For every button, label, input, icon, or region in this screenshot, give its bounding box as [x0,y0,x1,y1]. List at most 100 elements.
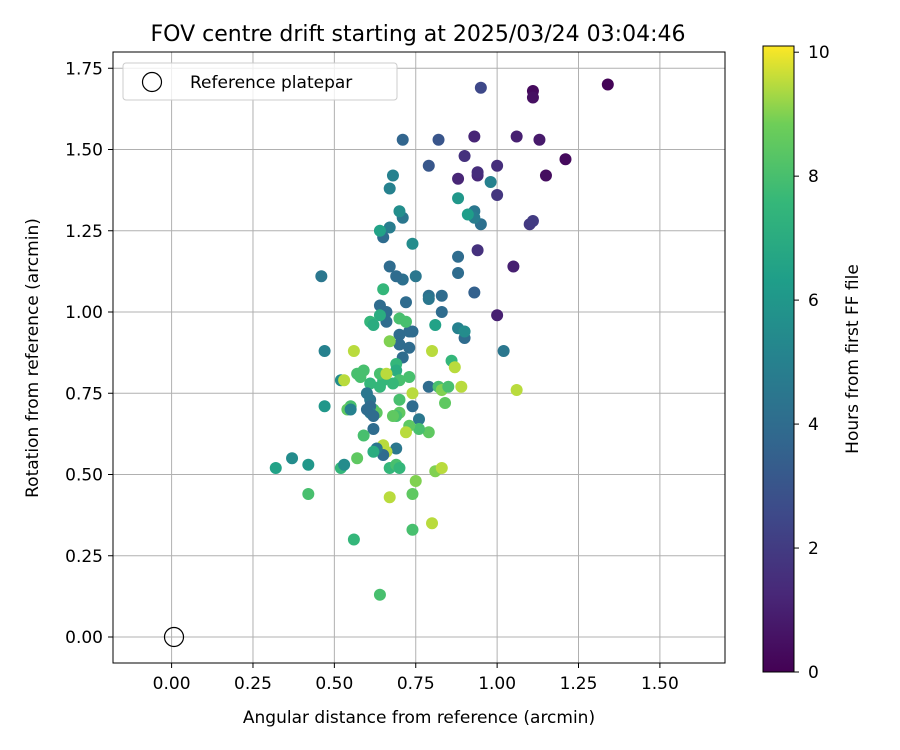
scatter-point [344,403,357,416]
y-tick-label: 1.75 [65,59,103,79]
y-axis-label: Rotation from reference (arcmin) [23,218,43,498]
scatter-point [386,410,399,422]
colorbar [762,45,795,673]
plot-frame [112,51,726,664]
colorbar-tick-label: 2 [808,539,819,559]
scatter-point [377,283,390,296]
scatter-point [373,309,386,322]
scatter-point [338,374,351,387]
scatter-point [399,296,412,309]
scatter-point [422,380,435,393]
x-axis-ticks: 0.00 0.25 0.50 0.75 1.00 1.25 1.50 [153,663,679,694]
y-tick-label: 0.75 [65,384,103,404]
scatter-point [403,341,416,354]
scatter-point [367,445,380,458]
scatter-point [432,133,445,146]
x-tick-label: 1.25 [560,674,598,694]
scatter-point [452,267,465,279]
scatter-point [435,306,448,318]
y-tick-label: 1.50 [65,141,103,161]
scatter-point [347,345,360,357]
scatter-point [539,169,552,182]
scatter-point [318,400,331,413]
scatter-point [497,345,510,357]
scatter-point [393,338,406,351]
scatter-point [458,325,471,338]
scatter-point [338,458,351,471]
scatter-point [422,293,435,305]
x-tick-label: 1.00 [478,674,516,694]
y-tick-label: 1.00 [65,303,103,323]
scatter-point [426,345,439,357]
scatter-point [406,237,419,250]
scatter-point [406,387,419,400]
x-axis-label: Angular distance from reference (arcmin) [243,708,595,728]
scatter-point [396,133,409,146]
scatter-point [526,91,539,104]
scatter-point [386,169,399,182]
scatter-point [393,205,406,218]
scatter-point [491,309,504,322]
scatter-point [399,426,412,439]
scatter-point [373,224,386,237]
x-tick-label: 0.00 [153,674,191,694]
scatter-point [439,397,452,409]
scatter-point [413,413,425,426]
y-tick-label: 0.25 [65,547,103,567]
y-axis-ticks: 0.00 0.25 0.50 0.75 1.00 1.25 1.50 1.75 [65,59,113,648]
scatter-point [390,442,403,455]
chart-title: FOV centre drift starting at 2025/03/24 … [151,22,686,47]
scatter-point [484,176,497,188]
scatter-point [458,150,471,162]
scatter-point [442,380,455,393]
scatter-point [383,182,396,195]
scatter-point [383,335,396,348]
y-tick-label: 0.00 [65,628,103,648]
legend-marker-icon [141,71,163,93]
scatter-point [452,192,465,205]
y-tick-label: 1.25 [65,222,103,242]
scatter-point [406,325,419,338]
scatter-point [468,286,481,299]
legend: Reference platepar [122,62,398,101]
x-tick-label: 0.75 [397,674,435,694]
scatter-point [406,400,419,413]
scatter-point [426,517,439,530]
scatter-point [383,221,396,234]
scatter-point [455,380,468,393]
scatter-point [468,130,481,143]
scatter-point [526,215,539,227]
scatter-point [302,458,315,471]
scatter-point [471,166,484,179]
scatter-point [448,361,461,374]
scatter-point [409,475,422,487]
scatter-point [351,452,364,465]
scatter-point [471,244,484,257]
scatter-point [559,153,572,166]
scatter-point [429,319,442,331]
scatter-point [318,345,331,357]
scatter-point [393,393,406,406]
scatter-point [315,270,328,283]
colorbar-ticks: 0 2 4 6 8 10 [794,43,830,683]
scatter-point [302,488,315,500]
scatter-point [474,81,487,94]
scatter-point [367,423,380,435]
scatter-point [390,364,403,377]
colorbar-label: Hours from first FF file [843,264,863,454]
scatter-point [386,377,399,390]
scatter-point [383,260,396,273]
scatter-point [286,452,299,465]
scatter-point [406,523,419,536]
scatter-point [452,172,465,185]
y-tick-label: 0.50 [65,466,103,486]
legend-label: Reference platepar [190,73,352,93]
scatter-point [364,377,377,390]
scatter-point [510,384,523,396]
scatter-point [435,462,448,474]
scatter-point [393,328,406,341]
scatter-point [452,250,465,263]
scatter-point [422,426,435,439]
scatter-point [413,423,425,435]
x-tick-label: 1.50 [641,674,679,694]
